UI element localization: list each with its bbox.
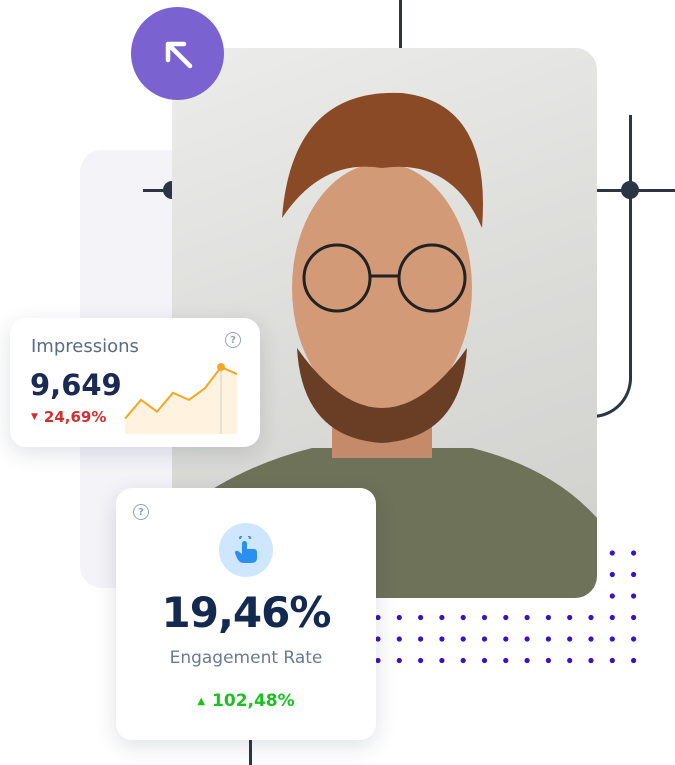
impressions-title: Impressions	[31, 336, 139, 357]
arrow-up-left-icon	[165, 41, 192, 68]
connector-dot	[621, 181, 639, 199]
caret-down-icon: ▼	[31, 412, 38, 422]
pattern-dot	[588, 614, 594, 621]
engagement-label: Engagement Rate	[169, 648, 323, 668]
pattern-dot	[545, 657, 551, 664]
impressions-card: Impressions ? 9,649 ▼ 24,69%	[10, 318, 260, 447]
engagement-card: ? 19,46% Engagement Rate ▲ 102,48%	[116, 488, 376, 740]
pattern-dot	[375, 636, 381, 642]
pattern-dot	[524, 614, 530, 621]
pattern-dot	[418, 614, 424, 621]
pattern-dot	[567, 636, 573, 642]
pattern-dot	[524, 636, 530, 642]
pattern-dot	[503, 657, 509, 664]
dot-pattern	[375, 550, 637, 664]
impressions-change: ▼ 24,69%	[31, 408, 106, 426]
connector-line	[249, 738, 252, 765]
help-icon[interactable]: ?	[133, 504, 149, 520]
pattern-dot	[545, 614, 551, 621]
pattern-dot	[460, 636, 466, 642]
pattern-dot	[609, 614, 615, 621]
pattern-dot	[609, 571, 615, 578]
engagement-change-value: 102,48%	[212, 691, 295, 711]
pattern-dot	[631, 657, 637, 664]
pattern-dot	[396, 636, 402, 642]
connector-line	[143, 189, 173, 192]
pattern-dot	[460, 614, 466, 621]
pattern-dot	[567, 614, 573, 621]
engagement-change: ▲ 102,48%	[116, 691, 376, 711]
caret-up-icon: ▲	[197, 695, 206, 707]
help-icon[interactable]: ?	[225, 332, 241, 348]
pattern-dot	[481, 636, 488, 642]
pattern-dot	[481, 614, 488, 621]
pattern-dot	[609, 636, 615, 642]
pattern-dot	[375, 657, 381, 664]
pattern-dot	[631, 571, 637, 578]
pattern-dot	[439, 614, 445, 621]
pattern-dot	[567, 657, 573, 664]
arrow-button[interactable]	[131, 7, 224, 100]
impressions-sparkline	[124, 363, 238, 434]
pattern-dot	[609, 593, 615, 599]
pattern-dot	[631, 636, 637, 642]
person-illustration	[172, 92, 597, 598]
pattern-dot	[396, 614, 402, 621]
sparkline-peak-point	[217, 363, 225, 372]
pattern-dot	[439, 636, 445, 642]
sparkline-line	[124, 365, 238, 420]
impressions-change-value: 24,69%	[43, 408, 107, 426]
pattern-dot	[481, 657, 488, 664]
pattern-dot	[631, 614, 637, 621]
pattern-dot	[524, 657, 530, 664]
pattern-dot	[609, 550, 615, 556]
pattern-dot	[375, 614, 381, 621]
pattern-dot	[588, 636, 594, 642]
pattern-dot	[631, 550, 637, 556]
pattern-dot	[545, 636, 551, 642]
tap-finger-icon	[219, 523, 273, 577]
pattern-dot	[503, 636, 509, 642]
pattern-dot	[588, 657, 594, 664]
pattern-dot	[460, 657, 466, 664]
pattern-dot	[418, 636, 424, 642]
connector-line	[399, 0, 402, 48]
pattern-dot	[631, 593, 637, 599]
pattern-dot	[439, 657, 445, 664]
engagement-value: 19,46%	[161, 588, 332, 637]
pattern-dot	[418, 657, 424, 664]
impressions-value: 9,649	[30, 368, 122, 402]
pattern-dot	[396, 657, 402, 664]
pattern-dot	[503, 614, 509, 621]
pattern-dot	[609, 657, 615, 664]
